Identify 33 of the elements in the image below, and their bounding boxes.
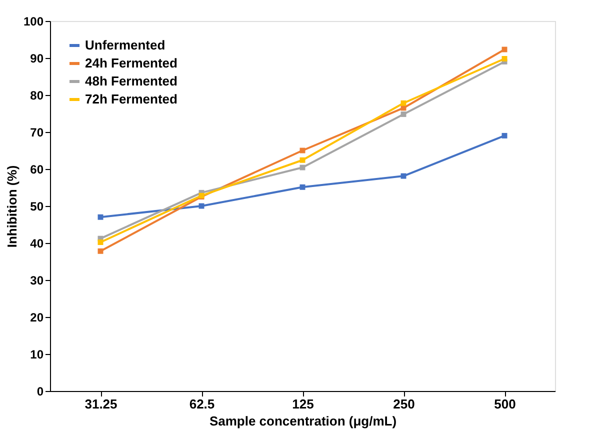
x-tick-label: 500 bbox=[494, 396, 516, 412]
y-tick-label: 0 bbox=[36, 384, 44, 398]
point bbox=[300, 164, 306, 170]
point bbox=[400, 100, 406, 106]
point bbox=[300, 157, 306, 163]
y-tick-label: 90 bbox=[30, 52, 44, 66]
point bbox=[502, 56, 508, 62]
point bbox=[400, 173, 406, 179]
x-tick-label: 31.25 bbox=[84, 396, 118, 412]
x-tick-label: 250 bbox=[393, 396, 415, 412]
y-tick-label: 50 bbox=[30, 200, 44, 214]
y-tick-label: 40 bbox=[30, 236, 44, 250]
y-axis-title: Inhibition (%) bbox=[4, 165, 20, 248]
x-tick-label: 62.5 bbox=[189, 396, 215, 412]
legend-label: 24h Fermented bbox=[85, 56, 178, 70]
point bbox=[300, 184, 306, 190]
point bbox=[98, 214, 104, 220]
legend-label: 72h Fermented bbox=[85, 92, 178, 106]
point bbox=[98, 240, 104, 245]
y-tick-label: 100 bbox=[23, 14, 44, 28]
y-tick-label: 10 bbox=[30, 348, 44, 362]
legend-label: Unfermented bbox=[85, 38, 166, 52]
y-tick-label: 20 bbox=[30, 310, 44, 324]
point bbox=[98, 248, 104, 254]
x-tick-label: 125 bbox=[292, 396, 314, 412]
legend-label: 48h Fermented bbox=[85, 74, 178, 88]
point bbox=[502, 132, 508, 138]
point bbox=[400, 112, 406, 117]
y-tick-label: 30 bbox=[30, 274, 44, 288]
x-axis-title: Sample concentration (μg/mL) bbox=[209, 414, 397, 428]
y-tick-label: 70 bbox=[30, 126, 44, 140]
y-tick-label: 60 bbox=[30, 162, 44, 176]
y-tick-label: 80 bbox=[30, 88, 44, 102]
